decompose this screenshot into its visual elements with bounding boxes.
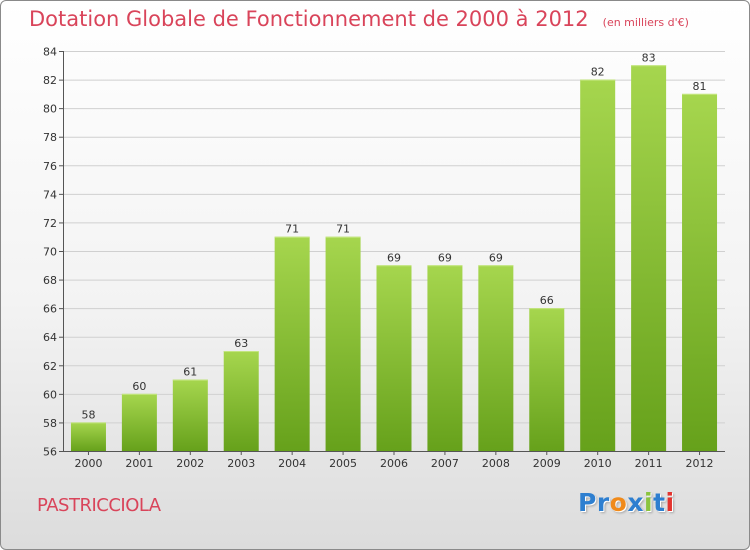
data-label: 82 [591, 66, 605, 79]
data-label: 69 [489, 251, 503, 264]
x-tick-label: 2003 [227, 457, 255, 470]
bar [223, 351, 259, 451]
y-tick-label: 60 [43, 388, 57, 401]
data-label: 81 [693, 80, 707, 93]
data-label: 58 [81, 408, 95, 421]
bar [376, 265, 412, 451]
data-label: 71 [336, 223, 350, 236]
commune-name: PASTRICCIOLA [37, 495, 161, 516]
x-tick-label: 2004 [278, 457, 306, 470]
y-tick-label: 72 [43, 217, 57, 230]
y-tick-label: 70 [43, 246, 57, 259]
bar [172, 379, 208, 451]
unit-note: (en milliers d'€) [602, 16, 689, 29]
bar [70, 422, 106, 451]
bar [580, 79, 616, 452]
logo-letter: i [644, 488, 654, 517]
x-tick-label: 2001 [125, 457, 153, 470]
y-tick-label: 62 [43, 360, 57, 373]
x-tick-label: 2000 [74, 457, 102, 470]
y-tick-label: 78 [43, 131, 57, 144]
y-tick-label: 84 [43, 46, 57, 59]
y-tick-label: 56 [43, 446, 57, 459]
data-label: 61 [183, 366, 197, 379]
bar [427, 265, 463, 451]
x-tick-label: 2009 [533, 457, 561, 470]
y-tick-label: 66 [43, 303, 57, 316]
y-tick-label: 68 [43, 274, 57, 287]
proxiti-logo: Proxiti [578, 488, 675, 517]
bar-layer: 58 60 61 63 71 71 69 69 69 66 82 83 81 [70, 51, 718, 452]
data-label: 63 [234, 337, 248, 350]
data-label: 66 [540, 294, 554, 307]
logo-letter: x [627, 488, 644, 517]
logo-letter: t [653, 488, 666, 517]
x-tick-label: 2011 [635, 457, 663, 470]
x-tick-label: 2008 [482, 457, 510, 470]
bar [274, 236, 310, 451]
chart-title: Dotation Globale de Fonctionnement de 20… [29, 7, 689, 31]
bar [121, 393, 157, 451]
x-tick-label: 2012 [686, 457, 714, 470]
y-tick-label: 76 [43, 160, 57, 173]
bar [631, 65, 667, 452]
data-label: 69 [387, 251, 401, 264]
logo-letter: P [578, 488, 597, 517]
x-tick-label: 2002 [176, 457, 204, 470]
bar [478, 265, 514, 451]
logo-letter: r [596, 488, 610, 517]
x-tick-label: 2010 [584, 457, 612, 470]
x-tick-label: 2007 [431, 457, 459, 470]
bar [325, 236, 361, 451]
data-label: 60 [132, 380, 146, 393]
logo-letter: i [665, 488, 675, 517]
data-label: 71 [285, 223, 299, 236]
data-label: 83 [642, 51, 656, 64]
title-text: Dotation Globale de Fonctionnement de 20… [29, 7, 589, 31]
y-tick-label: 58 [43, 417, 57, 430]
data-label: 69 [438, 251, 452, 264]
y-tick-label: 80 [43, 103, 57, 116]
bar [682, 93, 718, 451]
x-tick-label: 2005 [329, 457, 357, 470]
y-tick-label: 82 [43, 74, 57, 87]
bar [529, 308, 565, 451]
logo-letter: o [609, 488, 628, 517]
y-tick-label: 74 [43, 188, 57, 201]
axis-layer: 56 58 60 62 64 66 68 70 72 74 76 78 80 82 84 2000 2001 20… [43, 46, 725, 470]
x-tick-label: 2006 [380, 457, 408, 470]
y-tick-label: 64 [43, 331, 57, 344]
